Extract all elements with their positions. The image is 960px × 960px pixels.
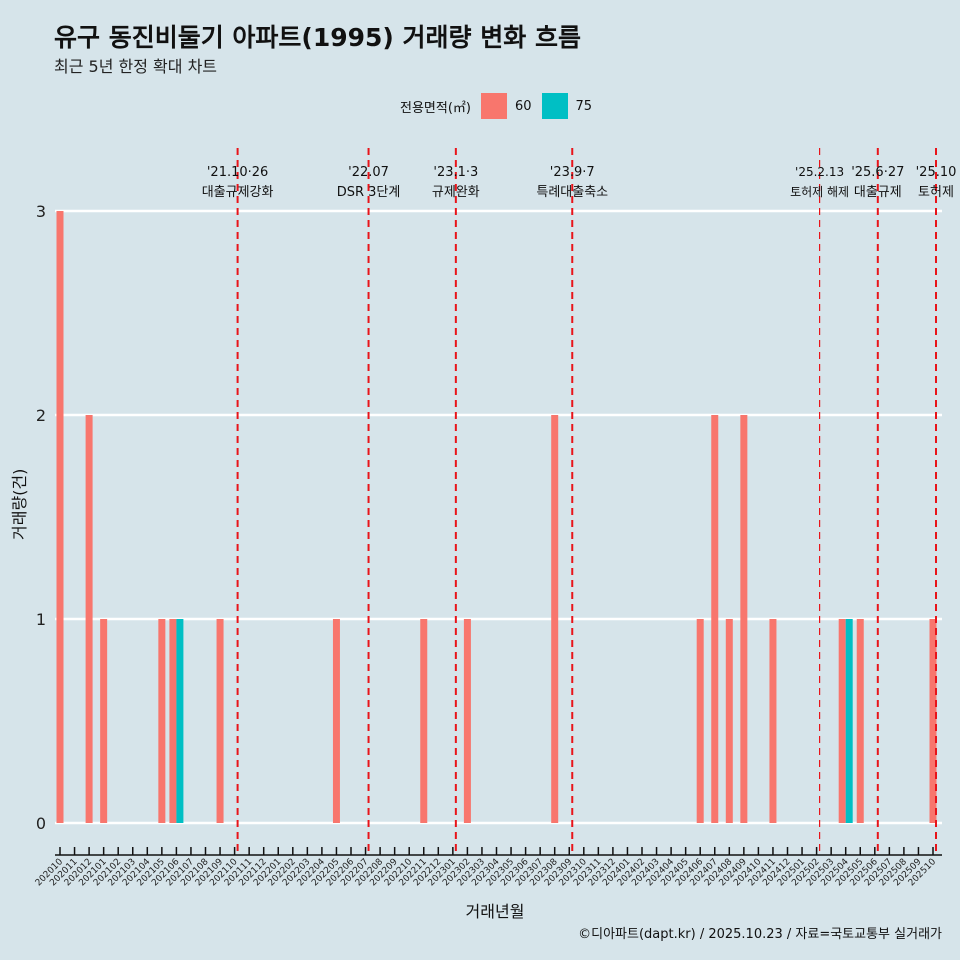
event-date: '22.07 xyxy=(348,165,389,180)
bar-60-202101 xyxy=(100,619,108,823)
bar-60-202105 xyxy=(158,619,166,823)
event-label: DSR 3단계 xyxy=(337,185,401,200)
event-label: 토허제 해제 xyxy=(790,185,849,199)
bar-60-202308 xyxy=(551,415,559,823)
bar-60-202211 xyxy=(420,619,428,823)
y-axis-label: 거래량(건) xyxy=(10,468,29,540)
legend-swatch-75 xyxy=(541,93,568,119)
legend-title: 전용면적(㎡) xyxy=(400,100,471,116)
y-tick-label: 1 xyxy=(36,610,46,629)
legend-swatch-60 xyxy=(480,93,507,119)
event-date: '25.6·27 xyxy=(851,165,904,180)
bar-60-202406 xyxy=(696,619,704,823)
event-label: 토허제 xyxy=(918,185,954,200)
event-date: '25.10 xyxy=(916,165,957,180)
event-date: '25.2.13 xyxy=(795,165,844,179)
bar-60-202302 xyxy=(463,619,471,823)
bar-60-202012 xyxy=(85,415,93,823)
legend: 전용면적(㎡) 60 75 xyxy=(400,93,592,119)
event-date: '21.10·26 xyxy=(207,165,268,180)
event-date: '23.1·3 xyxy=(433,165,478,180)
event-label: 대출규제 xyxy=(854,185,902,200)
bar-60-202010 xyxy=(56,211,64,823)
bar-60-202409 xyxy=(740,415,748,823)
bar-75-202504 xyxy=(845,619,853,823)
caption: ©디아파트(dapt.kr) / 2025.10.23 / 자료=국토교통부 실… xyxy=(578,927,942,942)
bar-60-202510 xyxy=(929,619,937,823)
event-date: '23.9·7 xyxy=(550,165,595,180)
bar-60-202407 xyxy=(711,415,719,823)
bar-75-202106 xyxy=(176,619,184,823)
bar-60-202106 xyxy=(169,619,177,823)
bar-60-202505 xyxy=(856,619,864,823)
bar-60-202504 xyxy=(838,619,846,823)
event-label: 규제완화 xyxy=(432,185,480,200)
event-label: 특례대출축소 xyxy=(536,185,608,200)
legend-label-60: 60 xyxy=(514,98,532,114)
bar-60-202408 xyxy=(725,619,733,823)
y-tick-label: 3 xyxy=(36,202,46,221)
bar-60-202205 xyxy=(332,619,340,823)
legend-label-75: 75 xyxy=(575,98,593,114)
x-axis-label: 거래년월 xyxy=(465,902,525,921)
bar-60-202411 xyxy=(769,619,777,823)
event-label: 대출규제강화 xyxy=(202,185,274,200)
y-tick-label: 0 xyxy=(36,814,46,833)
chart-title: 유구 동진비둘기 아파트(1995) 거래량 변화 흐름 xyxy=(54,23,581,52)
y-tick-label: 2 xyxy=(36,406,46,425)
bar-60-202109 xyxy=(216,619,224,823)
chart-subtitle: 최근 5년 한정 확대 차트 xyxy=(54,57,218,76)
